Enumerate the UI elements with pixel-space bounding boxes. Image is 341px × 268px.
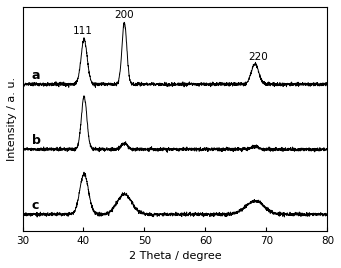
Text: a: a [32, 69, 40, 82]
Text: 200: 200 [115, 10, 134, 20]
Text: b: b [32, 134, 41, 147]
Text: 220: 220 [248, 52, 268, 62]
Text: 111: 111 [72, 27, 92, 36]
X-axis label: 2 Theta / degree: 2 Theta / degree [129, 251, 221, 261]
Text: c: c [32, 199, 39, 212]
Y-axis label: Intensity / a. u.: Intensity / a. u. [7, 77, 17, 161]
